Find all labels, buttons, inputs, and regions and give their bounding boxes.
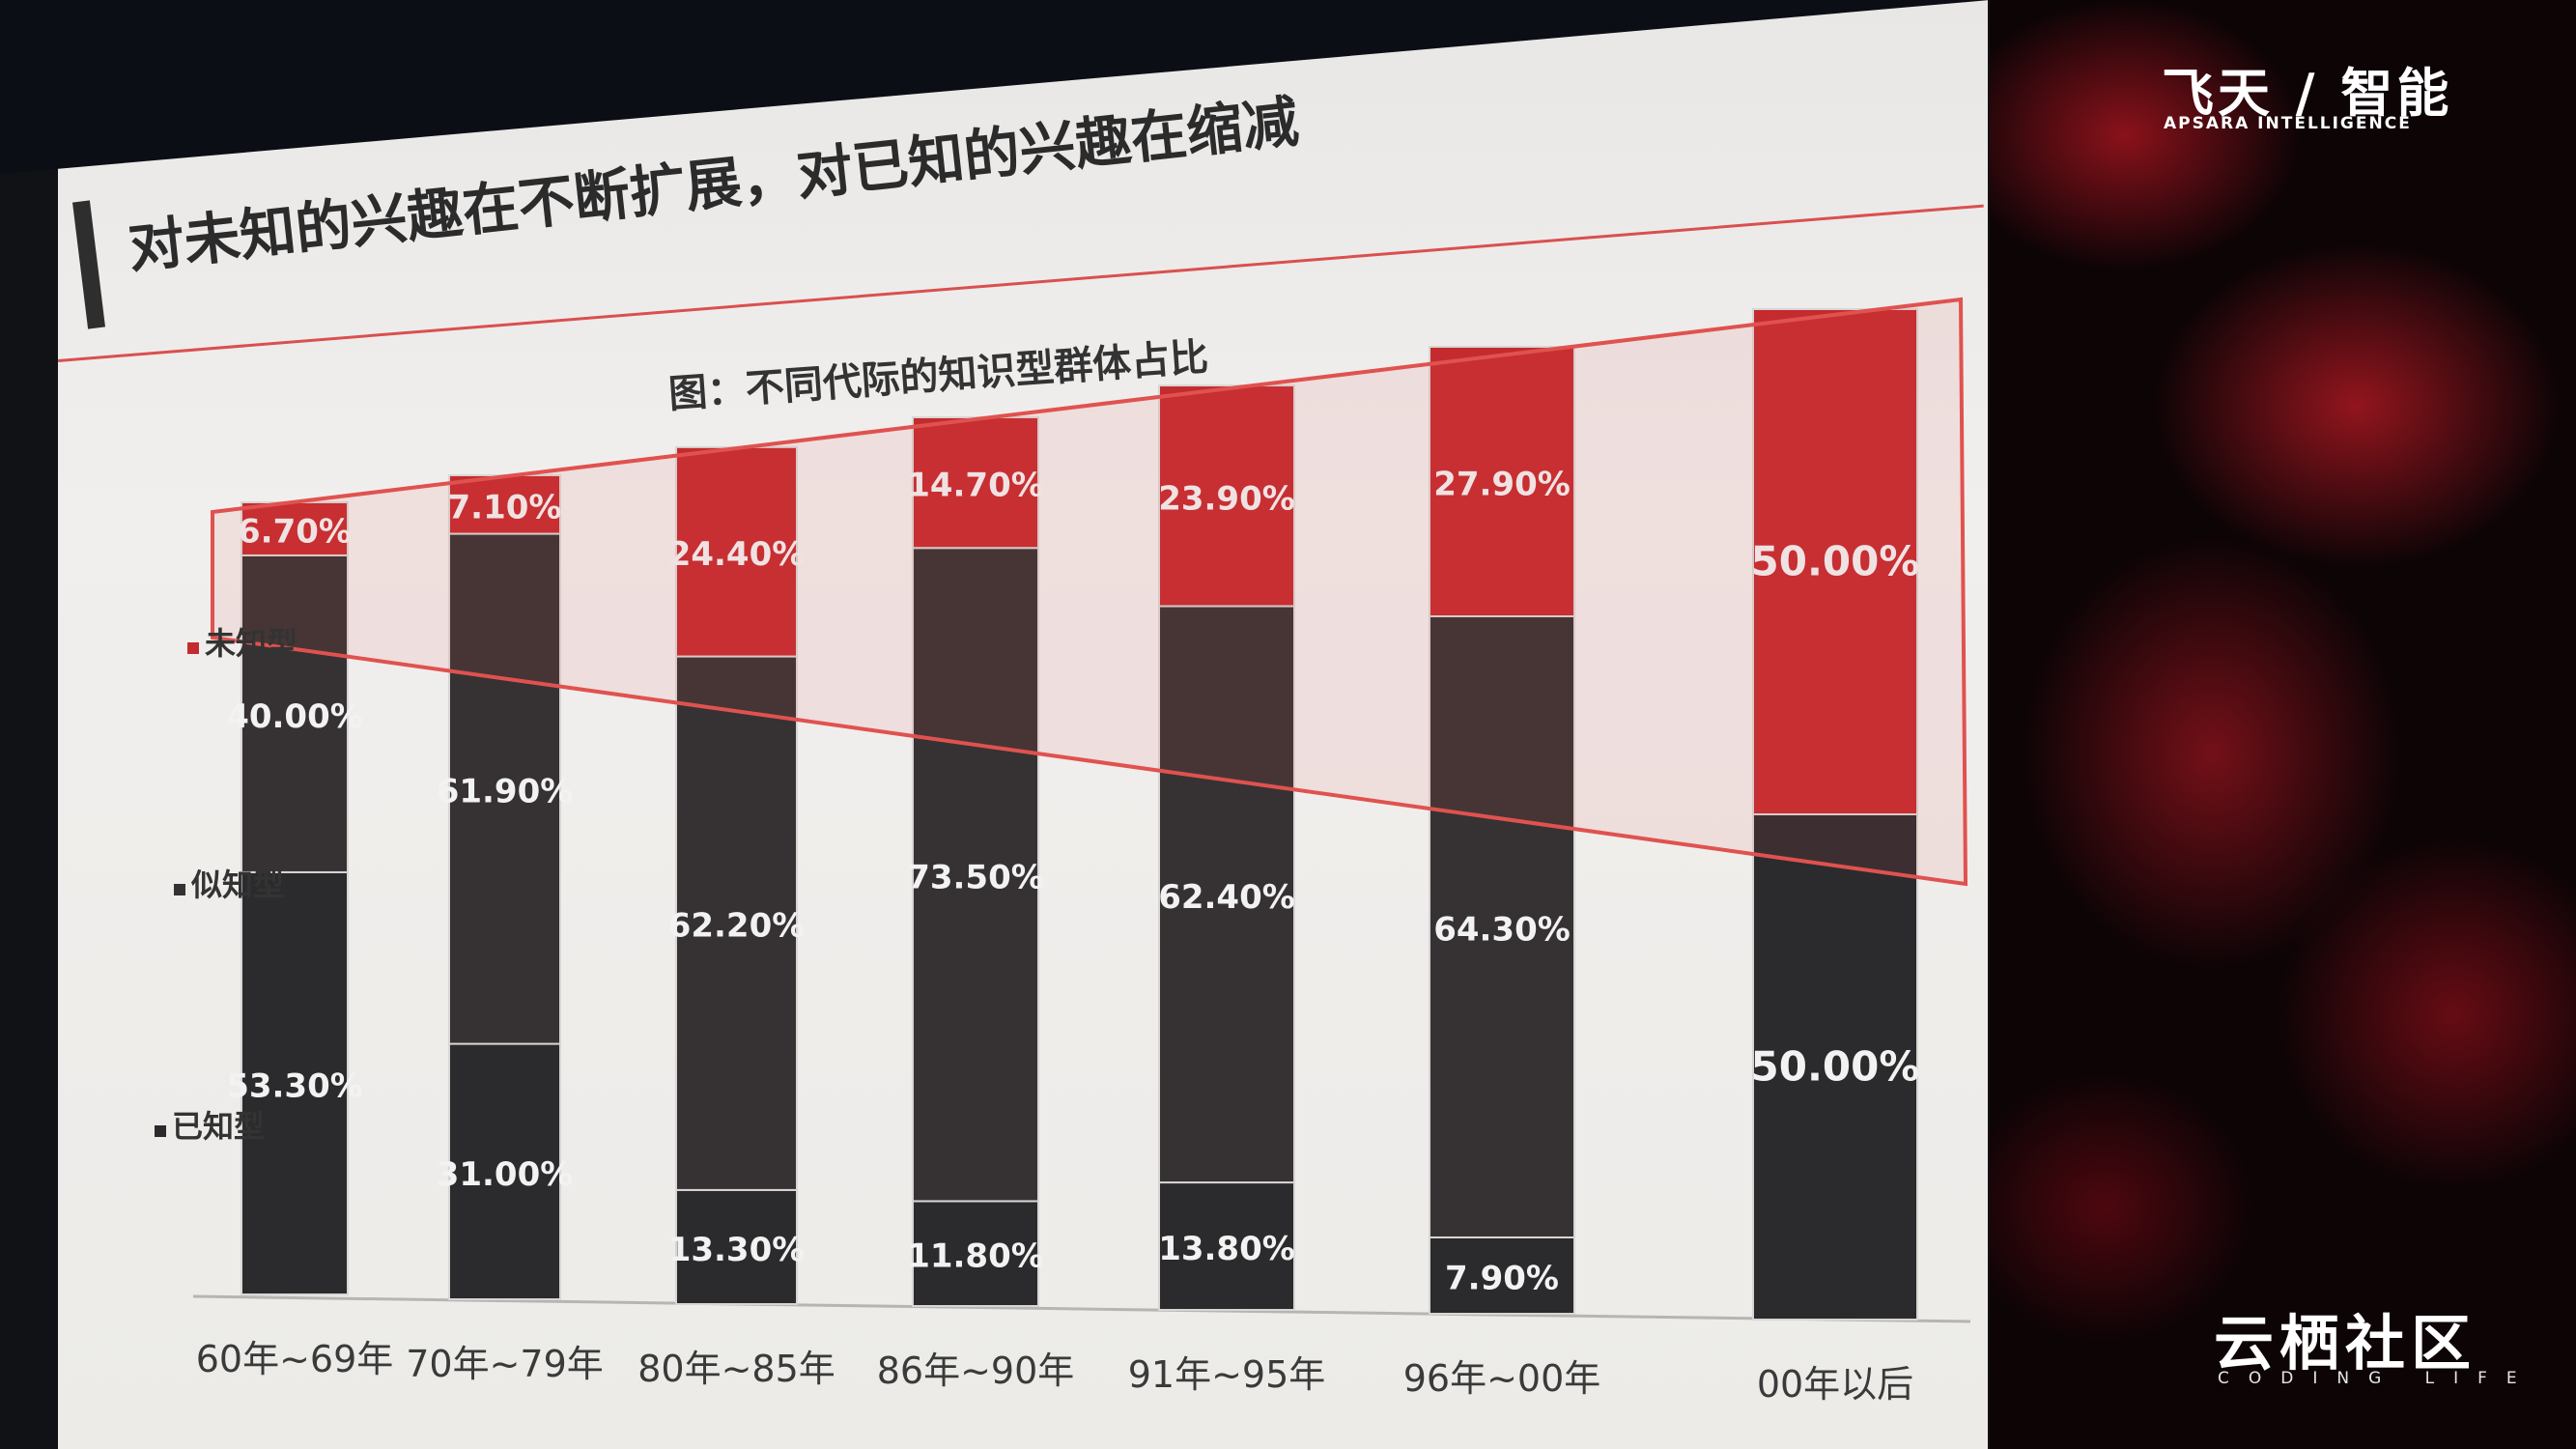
data-label: 27.90% xyxy=(1433,466,1571,504)
data-label: 73.50% xyxy=(907,858,1044,896)
legend-label-semi-known: 似知型 xyxy=(191,867,285,903)
yunqi-community-subtitle: CODING LIFE xyxy=(2218,1369,2536,1388)
bar-segment-unknown xyxy=(1158,384,1295,608)
data-label: 7.90% xyxy=(1445,1260,1559,1298)
bar-segment-semi-known xyxy=(241,554,349,873)
yunqi-community-logo: 云栖社区 xyxy=(2214,1308,2477,1378)
data-label: 23.90% xyxy=(1158,479,1295,518)
x-tick-label: 00年以后 xyxy=(1757,1363,1913,1406)
data-label: 61.90% xyxy=(437,773,574,811)
data-label: 7.10% xyxy=(448,488,562,526)
data-label: 31.00% xyxy=(437,1155,574,1194)
bar-segment-unknown xyxy=(448,474,561,535)
x-tick-label: 80年~85年 xyxy=(637,1348,835,1390)
x-tick-label: 96年~00年 xyxy=(1403,1357,1601,1400)
data-label: 50.00% xyxy=(1751,538,1920,585)
data-label: 53.30% xyxy=(226,1066,363,1105)
bar-segment-known xyxy=(912,1200,1039,1307)
data-label: 40.00% xyxy=(226,697,363,736)
data-label: 64.30% xyxy=(1433,911,1571,950)
highlight-frame xyxy=(211,297,1968,887)
bar-segment-known xyxy=(1429,1236,1575,1315)
x-tick-label: 91年~95年 xyxy=(1128,1353,1326,1396)
legend-swatch-known xyxy=(155,1125,166,1137)
legend-swatch-unknown xyxy=(187,642,199,654)
data-label: 14.70% xyxy=(907,467,1044,505)
data-label: 11.80% xyxy=(907,1237,1044,1276)
data-label: 62.40% xyxy=(1158,878,1295,917)
bar-segment-semi-known xyxy=(675,655,798,1191)
bar-segment-known xyxy=(448,1042,561,1300)
legend-item-unknown: 未知型 xyxy=(187,609,297,678)
bar-segment-known xyxy=(1158,1181,1295,1312)
bar-segment-known xyxy=(1752,813,1918,1321)
x-tick-label: 70年~79年 xyxy=(406,1343,604,1385)
bar-segment-known xyxy=(241,870,349,1295)
data-label: 24.40% xyxy=(668,535,806,574)
legend-label-unknown: 未知型 xyxy=(205,625,298,662)
bar-segment-unknown xyxy=(1752,308,1918,815)
data-label: 13.80% xyxy=(1158,1230,1295,1268)
x-tick-label: 86年~90年 xyxy=(877,1350,1075,1392)
apsara-logo: 飞天 / 智能 xyxy=(2162,63,2453,124)
x-axis-line xyxy=(192,1294,1971,1323)
data-label: 13.30% xyxy=(668,1231,806,1269)
bar-segment-semi-known xyxy=(1158,605,1295,1184)
legend-item-known: 已知型 xyxy=(155,1092,265,1161)
bar-segment-unknown xyxy=(675,445,798,658)
x-tick-label: 60年~69年 xyxy=(196,1338,394,1380)
bar-segment-unknown xyxy=(241,501,349,556)
bar-segment-semi-known xyxy=(912,547,1039,1203)
data-label: 50.00% xyxy=(1751,1043,1920,1091)
bar-segment-unknown xyxy=(912,416,1039,550)
data-label: 62.20% xyxy=(668,907,806,946)
data-label: 6.70% xyxy=(238,512,352,551)
bar-segment-semi-known xyxy=(448,532,561,1045)
apsara-logo-subtitle: APSARA INTELLIGENCE xyxy=(2164,114,2412,133)
stacked-bar-chart: 53.30% 40.00% 6.70% 60年~69年 31.00% 61.90% 7.10… xyxy=(192,297,1971,1406)
bar-segment-unknown xyxy=(1429,346,1575,617)
bar-segment-semi-known xyxy=(1429,615,1575,1238)
legend-item-semi-known: 似知型 xyxy=(174,850,284,920)
legend-label-known: 已知型 xyxy=(172,1108,266,1145)
decorative-side-panel xyxy=(1990,0,2576,1449)
legend-swatch-semi-known xyxy=(174,884,185,895)
